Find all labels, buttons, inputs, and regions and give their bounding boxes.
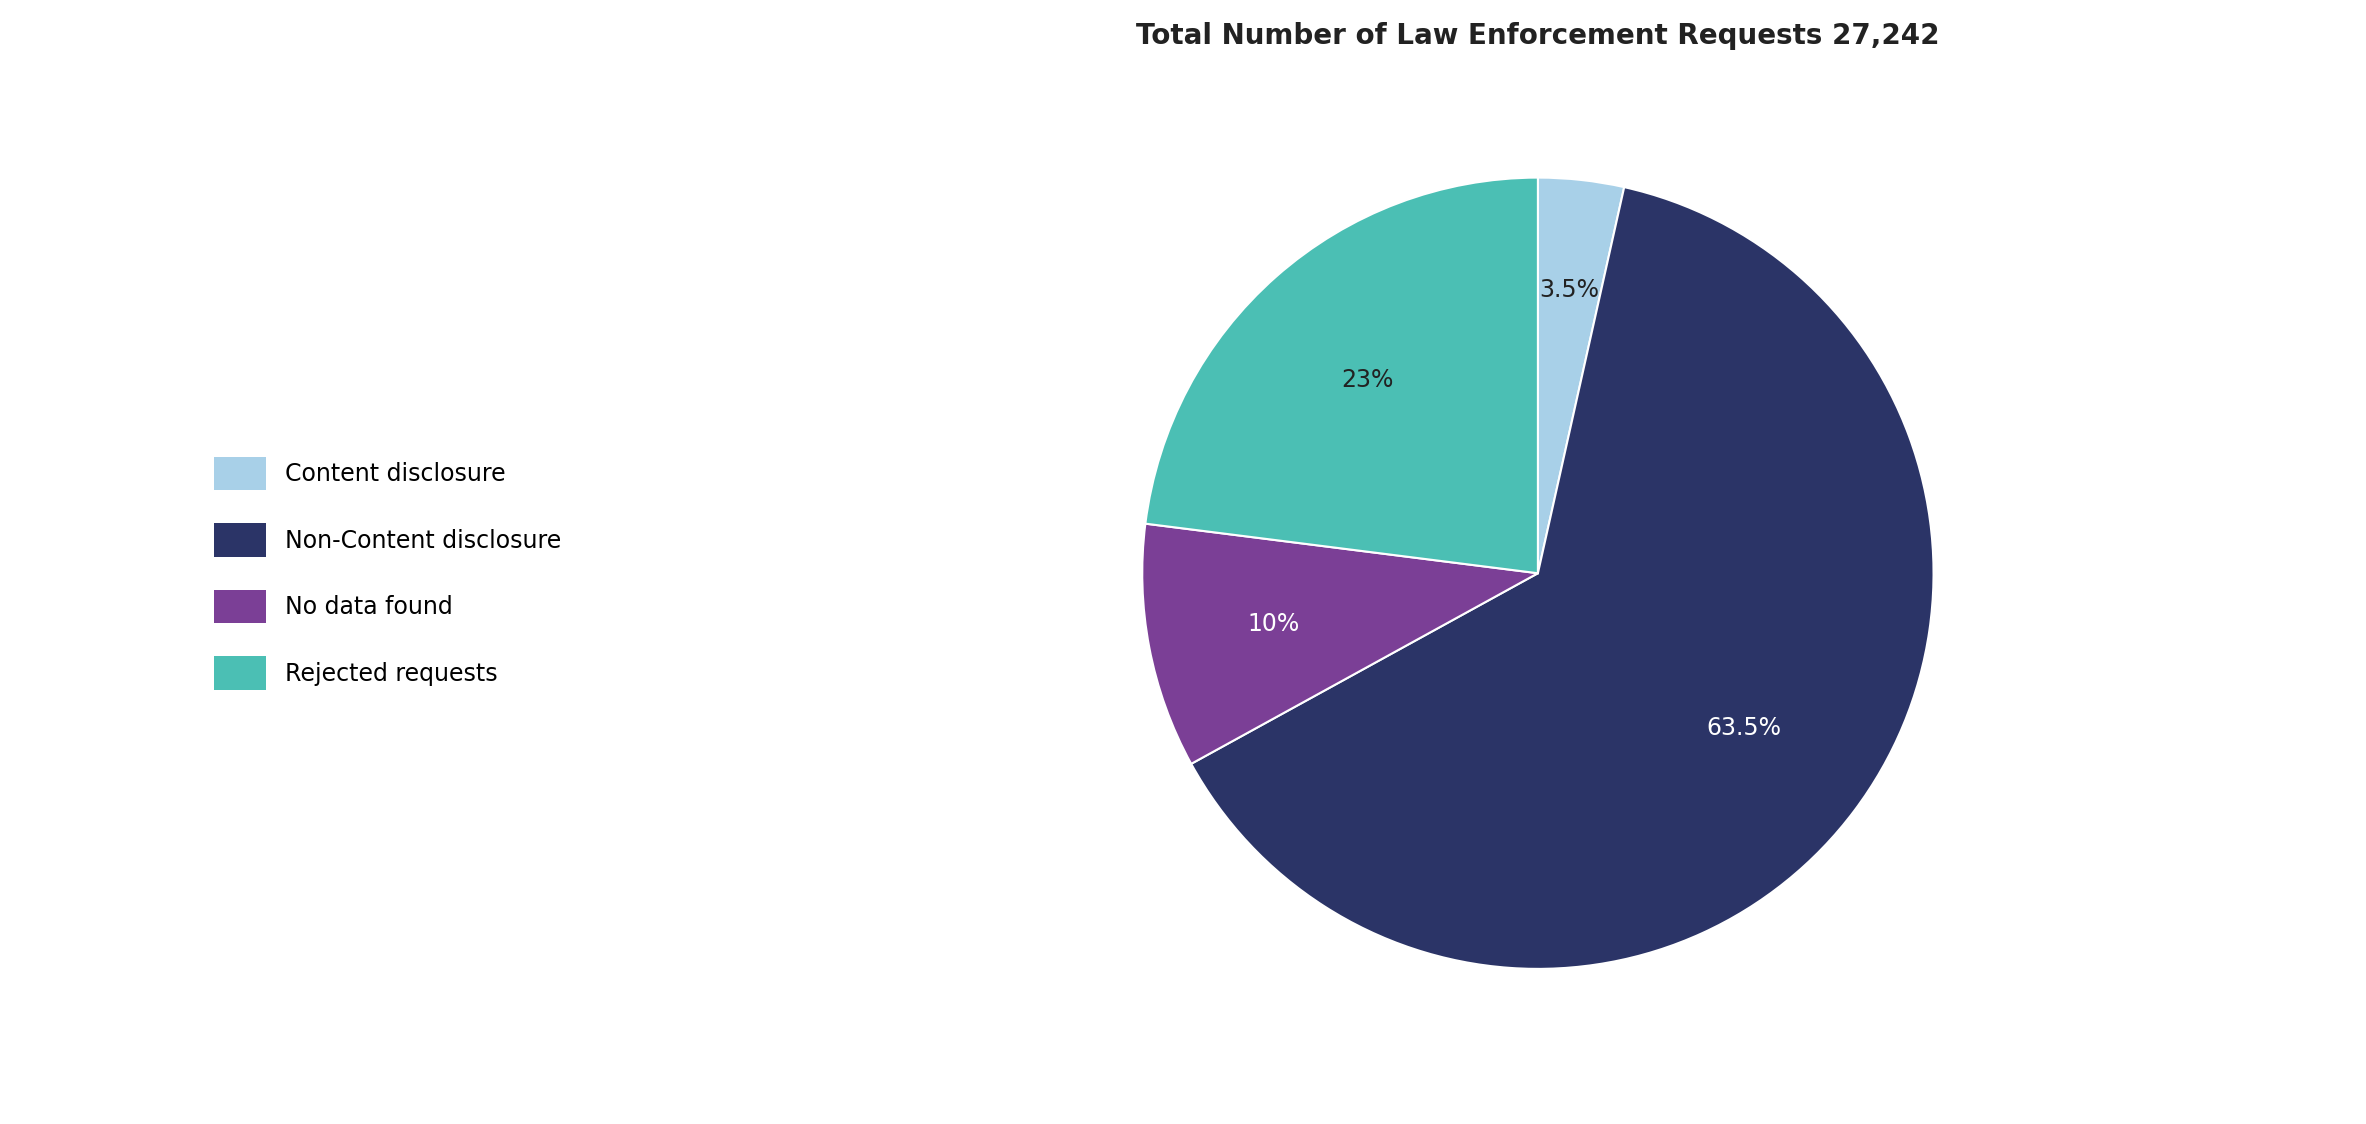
Wedge shape	[1145, 178, 1538, 573]
Text: 23%: 23%	[1342, 369, 1394, 392]
Legend: Content disclosure, Non-Content disclosure, No data found, Rejected requests: Content disclosure, Non-Content disclosu…	[215, 456, 561, 690]
Title: Total Number of Law Enforcement Requests 27,242: Total Number of Law Enforcement Requests…	[1136, 22, 1940, 49]
Wedge shape	[1190, 187, 1933, 969]
Text: 3.5%: 3.5%	[1540, 278, 1599, 302]
Wedge shape	[1143, 524, 1538, 764]
Wedge shape	[1538, 178, 1623, 573]
Text: 63.5%: 63.5%	[1706, 716, 1782, 740]
Text: 10%: 10%	[1247, 611, 1299, 636]
